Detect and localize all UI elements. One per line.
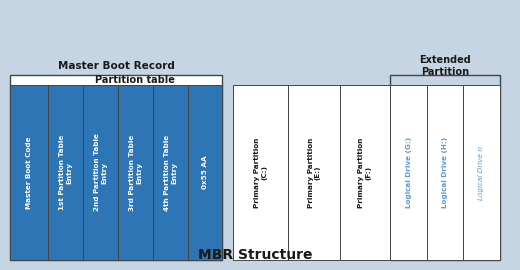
Bar xyxy=(153,85,188,260)
Bar xyxy=(390,85,427,260)
Bar xyxy=(288,85,340,260)
Text: Primary Partition
(C:): Primary Partition (C:) xyxy=(254,137,267,208)
Bar xyxy=(188,85,222,260)
Bar xyxy=(48,85,83,260)
Text: Logical Drive n: Logical Drive n xyxy=(478,146,485,200)
Text: 2nd Partition Table
Entry: 2nd Partition Table Entry xyxy=(94,134,107,211)
Text: Extended
Partition: Extended Partition xyxy=(419,55,471,77)
Bar xyxy=(10,85,48,260)
Text: Logical Drive (G:): Logical Drive (G:) xyxy=(406,137,411,208)
Text: 1st Partition Table
Entry: 1st Partition Table Entry xyxy=(59,135,72,210)
Text: MBR Structure: MBR Structure xyxy=(198,248,312,262)
Text: Primary Partition
(F:): Primary Partition (F:) xyxy=(358,137,371,208)
Bar xyxy=(463,85,500,260)
Text: Partition table: Partition table xyxy=(95,75,175,85)
Text: Primary Partition
(E:): Primary Partition (E:) xyxy=(307,137,320,208)
Bar xyxy=(83,85,118,260)
Bar xyxy=(427,85,463,260)
Bar xyxy=(233,85,288,260)
Text: 3rd Partition Table
Entry: 3rd Partition Table Entry xyxy=(129,134,142,211)
Text: Master Boot Code: Master Boot Code xyxy=(26,136,32,209)
Bar xyxy=(118,85,153,260)
Text: 0x55 AA: 0x55 AA xyxy=(202,156,208,189)
Text: Master Boot Record: Master Boot Record xyxy=(58,61,174,71)
Bar xyxy=(10,75,222,260)
Bar xyxy=(340,85,390,260)
Text: 4th Partition Table
Entry: 4th Partition Table Entry xyxy=(164,134,177,211)
Bar xyxy=(390,75,500,260)
Text: Logical Drive (H:): Logical Drive (H:) xyxy=(442,137,448,208)
Bar xyxy=(48,87,222,260)
